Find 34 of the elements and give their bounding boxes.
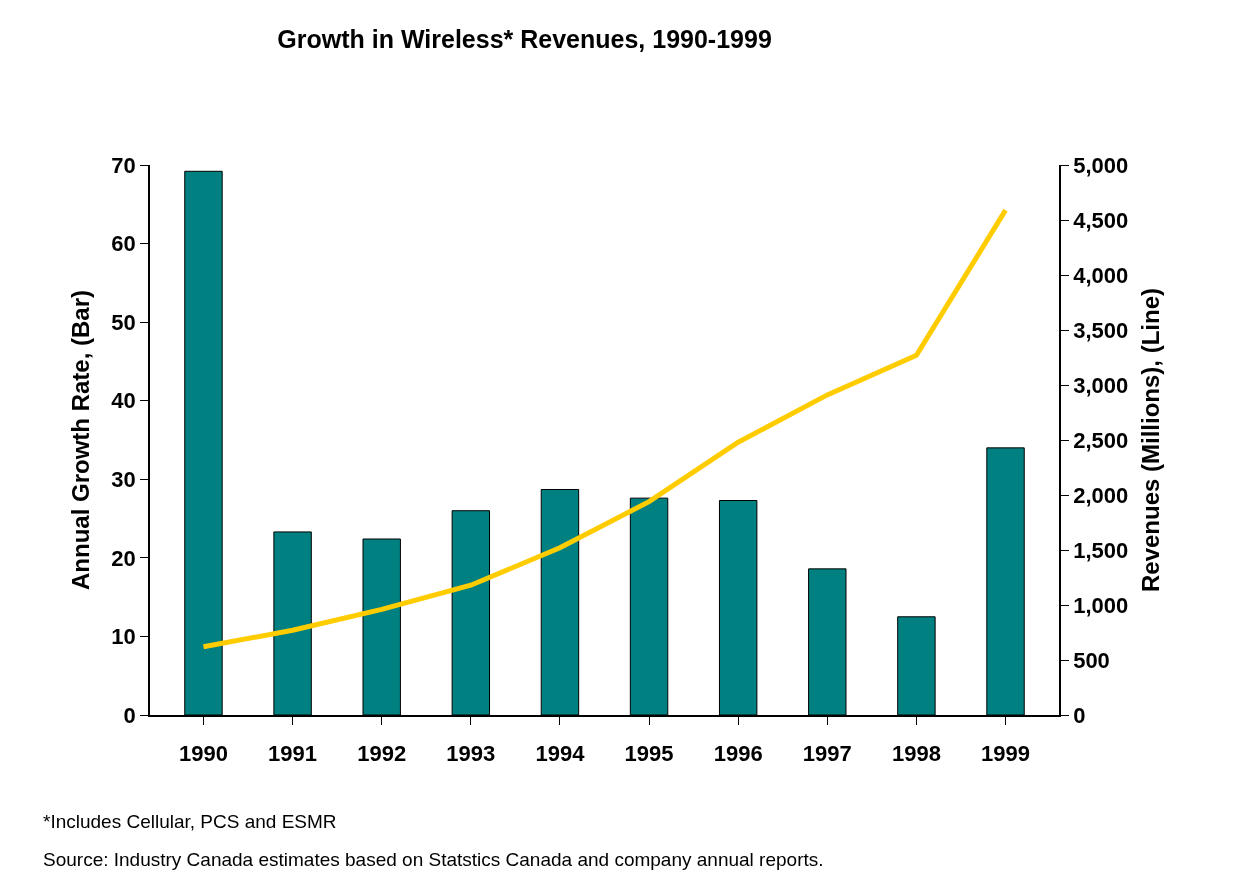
- y2-tick-label: 500: [1073, 647, 1110, 673]
- y2-tick-label: 2,000: [1073, 482, 1129, 508]
- x-tick-label: 1994: [535, 741, 586, 767]
- y2-axis-title: Revenues (Millions), (Line): [1137, 287, 1165, 593]
- x-tick-label: 1996: [713, 741, 763, 767]
- y-tick-label: 60: [111, 231, 136, 257]
- y2-tick-label: 1,500: [1073, 537, 1129, 563]
- y-tick-label: 20: [111, 545, 136, 571]
- y-tick-label: 0: [123, 702, 136, 728]
- x-tick-label: 1995: [624, 741, 674, 767]
- text: *Includes Cellular, PCS and ESMR: [43, 811, 337, 832]
- y-tick-label: 10: [111, 624, 136, 650]
- x-tick-label: 1997: [802, 741, 852, 767]
- y2-tick-label: 5,000: [1073, 152, 1129, 178]
- y-tick-label: 40: [111, 388, 136, 414]
- x-tick-label: 1991: [268, 741, 318, 767]
- y2-tick-label: 4,000: [1073, 262, 1129, 288]
- x-tick-label: 1990: [178, 741, 228, 767]
- x-tick-label: 1993: [446, 741, 496, 767]
- x-tick-label: 1992: [357, 741, 407, 767]
- chart-title: Growth in Wireless* Revenues, 1990-1999: [277, 25, 772, 54]
- y-tick-label: 70: [111, 152, 136, 178]
- x-tick-label: 1999: [981, 741, 1031, 767]
- y-axis-title: Annual Growth Rate, (Bar): [66, 289, 94, 591]
- x-tick-label: 1998: [891, 741, 941, 767]
- y-tick-label: 50: [111, 309, 136, 335]
- y2-tick-label: 2,500: [1073, 427, 1129, 453]
- source-note: Source: Industry Canada estimates based on Statstics Canada and company annual reports.: [43, 849, 824, 870]
- y2-tick-label: 0: [1073, 702, 1086, 728]
- y2-tick-label: 1,000: [1073, 592, 1129, 618]
- y-tick-label: 30: [111, 466, 136, 492]
- y2-tick-label: 4,500: [1073, 207, 1129, 233]
- y2-tick-label: 3,000: [1073, 372, 1129, 398]
- y2-tick-label: 3,500: [1073, 317, 1129, 343]
